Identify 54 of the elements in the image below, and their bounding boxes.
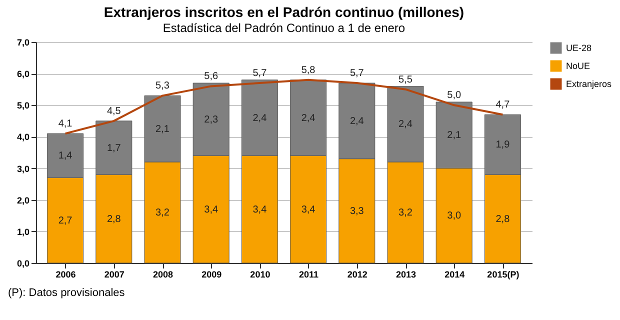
x-tick-label: 2008 xyxy=(152,270,174,280)
legend-label: NoUE xyxy=(566,61,590,71)
data-label: 3,2 xyxy=(398,207,413,218)
data-label: 2,4 xyxy=(398,119,413,130)
data-label: 4,7 xyxy=(496,100,510,111)
data-label: 5,8 xyxy=(301,64,316,76)
data-label: 2,8 xyxy=(496,214,510,225)
data-label: 1,7 xyxy=(106,142,122,154)
text: (P): Datos provisionales xyxy=(8,287,126,299)
legend-label: Extranjeros xyxy=(566,79,612,89)
data-label: 3,0 xyxy=(447,210,462,222)
data-label: 5,3 xyxy=(156,80,170,92)
data-label: 1,4 xyxy=(58,150,73,162)
x-tick-label: 2015(P) xyxy=(487,270,520,280)
chart-title: Extranjeros inscritos en el Padrón continuo (millones) xyxy=(104,4,464,20)
data-label: 4,1 xyxy=(58,118,73,130)
x-tick-label: 2009 xyxy=(202,270,222,280)
data-label: 5,6 xyxy=(204,71,218,82)
y-tick-label: 6,0 xyxy=(16,69,30,80)
x-tick-label: 2010 xyxy=(250,270,270,280)
chart-subtitle: Estadística del Padrón Continuo a 1 de enero xyxy=(162,21,406,35)
data-label: 2,3 xyxy=(204,114,218,126)
data-label: 2,4 xyxy=(252,112,268,124)
data-label: 5,0 xyxy=(447,90,462,102)
y-tick-label: 0,0 xyxy=(16,258,30,268)
data-label: 5,7 xyxy=(252,68,268,80)
data-label: 1,9 xyxy=(496,140,510,151)
y-tick-label: 1,0 xyxy=(16,226,30,237)
data-label: 3,4 xyxy=(252,204,268,216)
x-tick-label: 2006 xyxy=(56,270,76,280)
y-tick-label: 4,0 xyxy=(16,132,30,142)
x-tick-label: 2011 xyxy=(299,270,319,280)
y-tick-label: 5,0 xyxy=(16,100,30,111)
data-label: 2,8 xyxy=(106,214,122,225)
legend-label: UE-28 xyxy=(566,43,592,53)
y-tick-label: 7,0 xyxy=(16,38,30,48)
data-label: 3,3 xyxy=(350,206,364,217)
data-label: 2,1 xyxy=(156,124,170,135)
y-tick-label: 2,0 xyxy=(16,195,30,206)
data-label: 5,7 xyxy=(350,68,364,80)
data-label: 4,5 xyxy=(106,106,122,117)
data-label: 2,4 xyxy=(350,116,364,127)
data-label: 3,2 xyxy=(156,207,170,218)
data-label: 2,7 xyxy=(58,215,73,226)
x-tick-label: 2013 xyxy=(396,270,416,280)
x-tick-label: 2012 xyxy=(347,270,368,280)
data-label: 3,4 xyxy=(301,204,316,216)
x-tick-label: 2014 xyxy=(444,270,465,280)
data-label: 2,4 xyxy=(301,112,316,124)
data-label: 5,5 xyxy=(398,74,413,86)
y-tick-label: 3,0 xyxy=(16,164,30,174)
x-tick-label: 2007 xyxy=(104,270,124,280)
data-label: 2,1 xyxy=(447,130,462,142)
data-label: 3,4 xyxy=(204,204,218,216)
